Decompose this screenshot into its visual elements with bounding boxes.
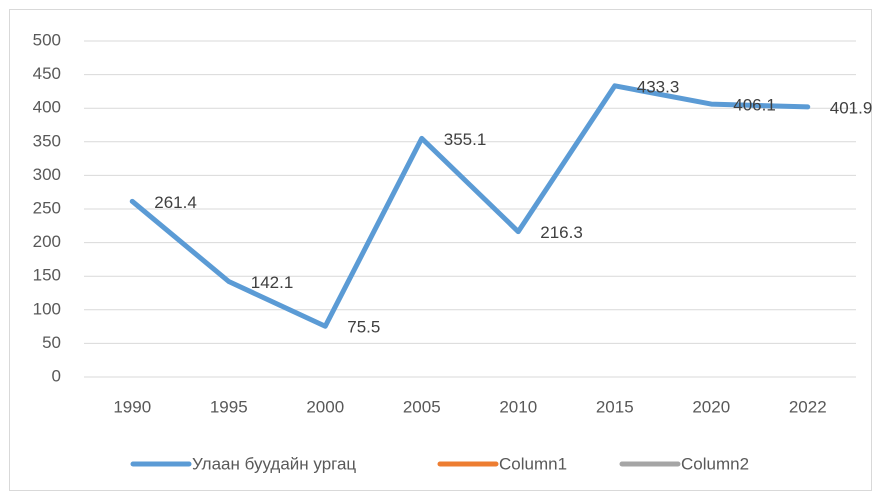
data-label: 401.9	[830, 98, 873, 117]
y-tick-label: 150	[33, 266, 61, 285]
y-tick-label: 300	[33, 165, 61, 184]
data-label: 75.5	[347, 318, 380, 337]
y-tick-label: 200	[33, 232, 61, 251]
y-tick-label: 450	[33, 64, 61, 83]
x-tick-label: 2000	[306, 397, 344, 416]
x-tick-label: 1990	[113, 397, 151, 416]
chart-border	[9, 9, 872, 491]
data-label: 216.3	[540, 223, 583, 242]
data-label: 142.1	[251, 273, 294, 292]
x-tick-label: 1995	[210, 397, 248, 416]
x-tick-label: 2020	[692, 397, 730, 416]
data-label: 433.3	[637, 77, 680, 96]
y-tick-label: 50	[42, 333, 61, 352]
y-tick-label: 100	[33, 299, 61, 318]
data-label: 406.1	[733, 96, 776, 115]
y-tick-label: 350	[33, 131, 61, 150]
y-tick-label: 250	[33, 198, 61, 217]
legend-label: Column2	[681, 454, 749, 473]
x-tick-label: 2010	[499, 397, 537, 416]
line-series	[129, 83, 811, 329]
x-tick-label: 2022	[789, 397, 827, 416]
y-tick-label: 400	[33, 98, 61, 117]
legend-label: Улаан буудайн ургац	[192, 454, 356, 473]
y-tick-label: 0	[52, 366, 61, 385]
x-tick-label: 2015	[596, 397, 634, 416]
data-label: 355.1	[444, 130, 487, 149]
data-label: 261.4	[154, 193, 197, 212]
legend-label: Column1	[499, 454, 567, 473]
y-tick-label: 500	[33, 30, 61, 49]
x-tick-label: 2005	[403, 397, 441, 416]
